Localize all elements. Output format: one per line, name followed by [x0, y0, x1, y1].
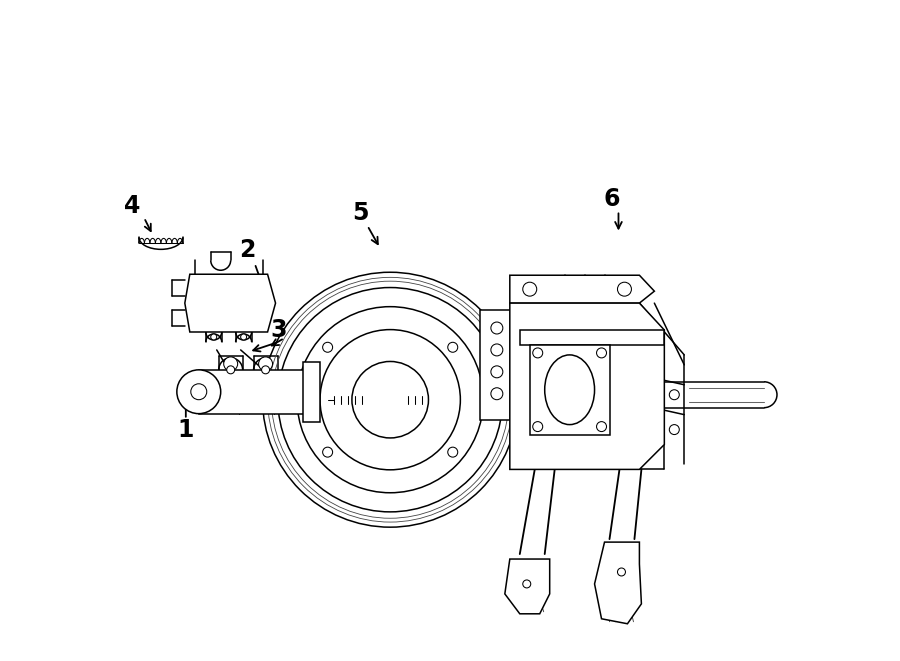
Circle shape [533, 422, 543, 432]
Circle shape [224, 357, 238, 371]
Polygon shape [184, 274, 275, 332]
Circle shape [670, 424, 680, 434]
Circle shape [670, 390, 680, 400]
Circle shape [533, 348, 543, 358]
Text: 6: 6 [603, 186, 620, 211]
Circle shape [240, 334, 247, 340]
Circle shape [597, 422, 607, 432]
Circle shape [491, 388, 503, 400]
Circle shape [448, 342, 458, 352]
Polygon shape [480, 310, 515, 420]
Circle shape [322, 342, 333, 352]
Circle shape [176, 370, 220, 414]
Text: 4: 4 [124, 194, 140, 217]
Text: 5: 5 [352, 202, 368, 225]
Circle shape [191, 384, 207, 400]
Polygon shape [303, 362, 320, 422]
Circle shape [597, 348, 607, 358]
Polygon shape [199, 370, 309, 414]
Polygon shape [509, 303, 664, 469]
Circle shape [448, 447, 458, 457]
Polygon shape [505, 559, 550, 614]
Circle shape [617, 282, 632, 296]
Polygon shape [509, 275, 654, 303]
Circle shape [491, 322, 503, 334]
Circle shape [617, 568, 626, 576]
Polygon shape [520, 330, 664, 345]
Circle shape [523, 580, 531, 588]
Circle shape [211, 334, 217, 340]
Text: 3: 3 [270, 318, 287, 342]
Circle shape [322, 447, 333, 457]
Circle shape [491, 344, 503, 356]
Polygon shape [530, 345, 609, 434]
Circle shape [491, 366, 503, 378]
Circle shape [523, 282, 536, 296]
Circle shape [262, 366, 270, 374]
Circle shape [263, 272, 518, 527]
Circle shape [258, 357, 273, 371]
Text: 2: 2 [239, 239, 256, 262]
Circle shape [227, 366, 235, 374]
Text: 1: 1 [177, 418, 194, 442]
Polygon shape [595, 542, 642, 624]
